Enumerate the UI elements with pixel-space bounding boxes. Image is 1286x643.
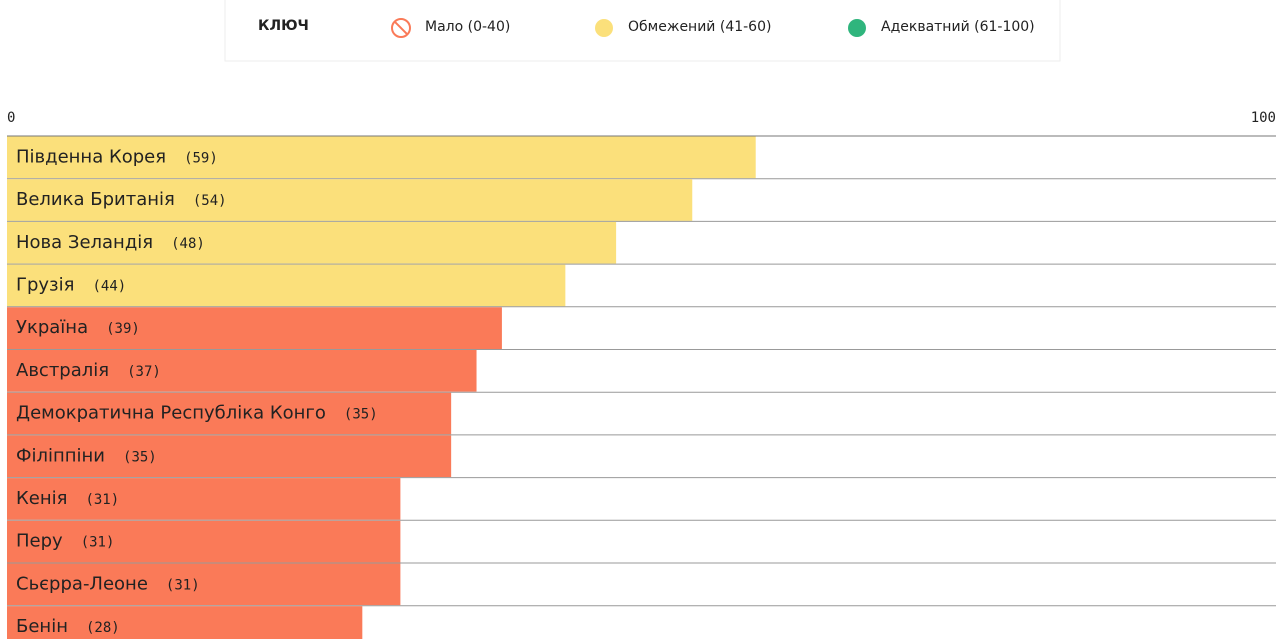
bar xyxy=(7,221,617,264)
category-label: Філіппіни xyxy=(16,445,105,466)
bar xyxy=(7,392,452,435)
category-label: Бенін xyxy=(16,616,68,637)
legend-label: Обмежений (41-60) xyxy=(628,19,771,35)
legend-label: Адекватний (61-100) xyxy=(881,19,1035,35)
category-label: Грузія xyxy=(16,274,74,295)
value-label: (59) xyxy=(184,150,218,166)
bar xyxy=(7,478,401,520)
value-label: (35) xyxy=(344,407,378,423)
legend-marker xyxy=(848,19,866,37)
value-label: (48) xyxy=(171,236,205,252)
bar xyxy=(7,136,756,179)
legend-marker xyxy=(595,19,613,37)
bar xyxy=(7,307,502,349)
legend-title: КЛЮЧ xyxy=(258,18,309,34)
category-label: Демократична Республіка Конго xyxy=(16,403,326,424)
bar xyxy=(7,563,401,606)
category-label: Україна xyxy=(16,317,88,338)
value-label: (44) xyxy=(92,278,126,294)
legend-label: Мало (0-40) xyxy=(425,19,510,35)
category-label: Нова Зеландія xyxy=(16,232,153,253)
value-label: (37) xyxy=(127,364,161,380)
x-tick-label: 0 xyxy=(7,110,15,126)
value-label: (54) xyxy=(193,193,227,209)
value-label: (31) xyxy=(81,535,115,551)
category-label: Велика Британія xyxy=(16,189,175,210)
bar xyxy=(7,435,452,478)
value-label: (35) xyxy=(123,449,157,465)
x-tick-label: 100 xyxy=(1251,110,1276,126)
legend-marker xyxy=(391,18,411,38)
bar xyxy=(7,606,363,643)
bar xyxy=(7,520,401,563)
bar xyxy=(7,179,693,221)
legend-box xyxy=(224,0,1061,62)
bar xyxy=(7,350,477,392)
bar xyxy=(7,264,566,307)
legend-marker xyxy=(393,20,409,36)
category-label: Перу xyxy=(16,531,63,552)
value-label: (28) xyxy=(86,620,120,636)
value-label: (39) xyxy=(106,321,140,337)
category-label: Південна Корея xyxy=(16,146,166,167)
category-label: Австралія xyxy=(16,360,109,381)
value-label: (31) xyxy=(85,492,119,508)
value-label: (31) xyxy=(166,577,200,593)
category-label: Кенія xyxy=(16,488,67,509)
category-label: Сьєрра-Леоне xyxy=(16,573,148,594)
